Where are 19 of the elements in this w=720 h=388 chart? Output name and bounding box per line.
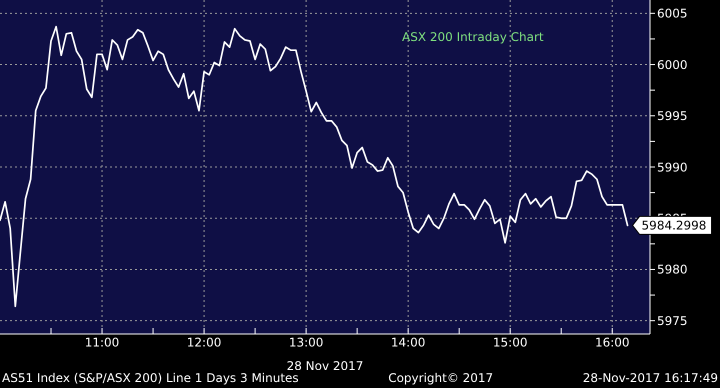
y-tick-label: 5980 — [657, 262, 688, 277]
x-tick-label: 11:00 — [84, 336, 120, 350]
text: 28-Nov-2017 16:17:49 — [582, 371, 718, 385]
x-tick-label: 14:00 — [390, 336, 426, 350]
text: ASX 200 Intraday Chart — [402, 30, 544, 44]
line-series — [0, 26, 628, 308]
text: AS51 Index (S&P/ASX 200) Line 1 Days 3 Minutes — [2, 371, 299, 385]
y-tick-label: 5990 — [657, 160, 688, 174]
y-tick-label: 6005 — [657, 6, 688, 21]
x-axis-title: 28 Nov 2017 — [286, 359, 364, 373]
y-tick-label: 5975 — [657, 314, 688, 328]
x-tick-label: 16:00 — [594, 336, 630, 350]
x-tick-label: 12:00 — [186, 336, 222, 350]
x-tick-label: 15:00 — [492, 336, 528, 350]
x-tick-label: 13:00 — [288, 336, 324, 350]
text: Copyright© 2017 — [388, 371, 494, 385]
y-tick-label: 5995 — [657, 109, 688, 124]
data-label: 5984.2998 — [642, 218, 706, 232]
y-tick-label: 6000 — [657, 58, 688, 72]
